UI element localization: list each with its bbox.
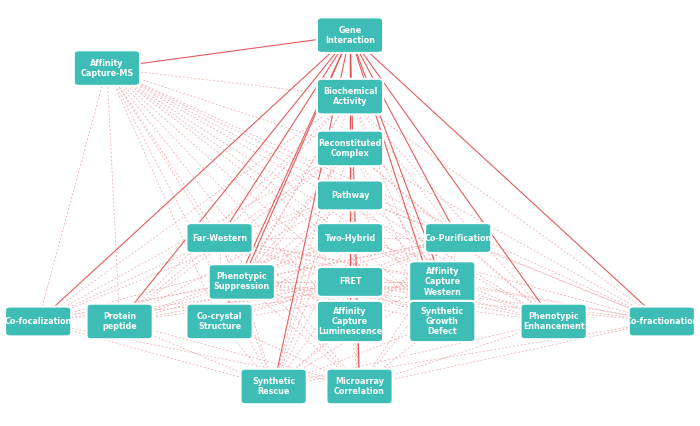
Text: Pathway: Pathway	[330, 191, 370, 200]
FancyBboxPatch shape	[317, 131, 383, 166]
FancyBboxPatch shape	[5, 307, 71, 337]
FancyBboxPatch shape	[317, 223, 383, 253]
FancyBboxPatch shape	[521, 304, 587, 339]
Text: Phenotypic
Suppression: Phenotypic Suppression	[214, 272, 270, 291]
Text: Affinity
Capture
Luminescence: Affinity Capture Luminescence	[318, 307, 382, 336]
Text: Far-Western: Far-Western	[192, 233, 247, 242]
Text: Synthetic
Rescue: Synthetic Rescue	[252, 377, 295, 396]
FancyBboxPatch shape	[241, 368, 307, 404]
Text: Co-fractionation: Co-fractionation	[625, 317, 699, 326]
Text: Phenotypic
Enhancement: Phenotypic Enhancement	[523, 312, 584, 331]
Text: Microarray
Correlation: Microarray Correlation	[334, 377, 385, 396]
FancyBboxPatch shape	[425, 223, 491, 253]
FancyBboxPatch shape	[186, 304, 253, 339]
FancyBboxPatch shape	[209, 264, 275, 300]
Text: Co-crystal
Structure: Co-crystal Structure	[197, 312, 242, 331]
FancyBboxPatch shape	[317, 17, 383, 53]
Text: Synthetic
Growth
Defect: Synthetic Growth Defect	[421, 307, 464, 336]
FancyBboxPatch shape	[317, 181, 383, 210]
FancyBboxPatch shape	[410, 261, 475, 302]
Text: Co-focalization: Co-focalization	[4, 317, 72, 326]
Text: FRET: FRET	[339, 277, 361, 286]
FancyBboxPatch shape	[317, 301, 383, 342]
FancyBboxPatch shape	[317, 267, 383, 297]
FancyBboxPatch shape	[74, 50, 140, 86]
FancyBboxPatch shape	[186, 223, 253, 253]
Text: Affinity
Capture-MS: Affinity Capture-MS	[80, 58, 134, 78]
Text: Two-Hybrid: Two-Hybrid	[324, 233, 376, 242]
Text: Gene
Interaction: Gene Interaction	[325, 26, 375, 45]
FancyBboxPatch shape	[87, 304, 153, 339]
Text: Affinity
Capture
Western: Affinity Capture Western	[424, 268, 461, 296]
FancyBboxPatch shape	[326, 368, 393, 404]
FancyBboxPatch shape	[629, 307, 695, 337]
Text: Reconstituted
Complex: Reconstituted Complex	[318, 139, 382, 158]
FancyBboxPatch shape	[410, 301, 475, 342]
Text: Co-Purification: Co-Purification	[425, 233, 492, 242]
FancyBboxPatch shape	[317, 79, 383, 115]
Text: Biochemical
Activity: Biochemical Activity	[323, 87, 377, 106]
Text: Protein
peptide: Protein peptide	[102, 312, 137, 331]
